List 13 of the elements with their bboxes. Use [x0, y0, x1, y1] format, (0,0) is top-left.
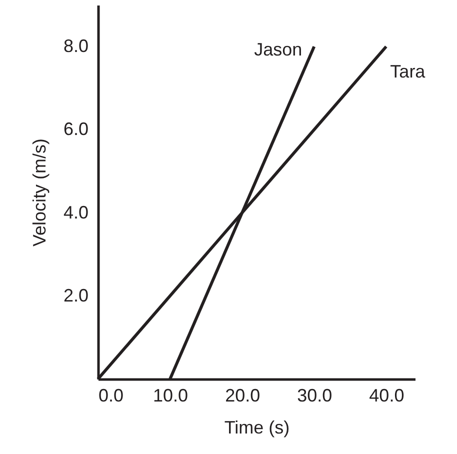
y-tick-label: 6.0: [63, 119, 88, 140]
y-tick-label: 4.0: [63, 202, 88, 222]
series-label: Jason: [254, 40, 302, 60]
series-label: Tara: [390, 62, 426, 82]
x-tick-label: 30.0: [297, 386, 332, 406]
x-tick-label: 40.0: [369, 386, 404, 406]
x-tick-label: 20.0: [225, 386, 260, 406]
x-tick-label: 0.0: [98, 386, 124, 406]
y-axis-title: Velocity (m/s): [29, 138, 50, 247]
y-tick-label: 2.0: [63, 285, 88, 306]
x-axis-title: Time (s): [224, 418, 290, 438]
y-tick-label: 8.0: [63, 36, 88, 56]
x-tick-label: 10.0: [153, 386, 188, 406]
